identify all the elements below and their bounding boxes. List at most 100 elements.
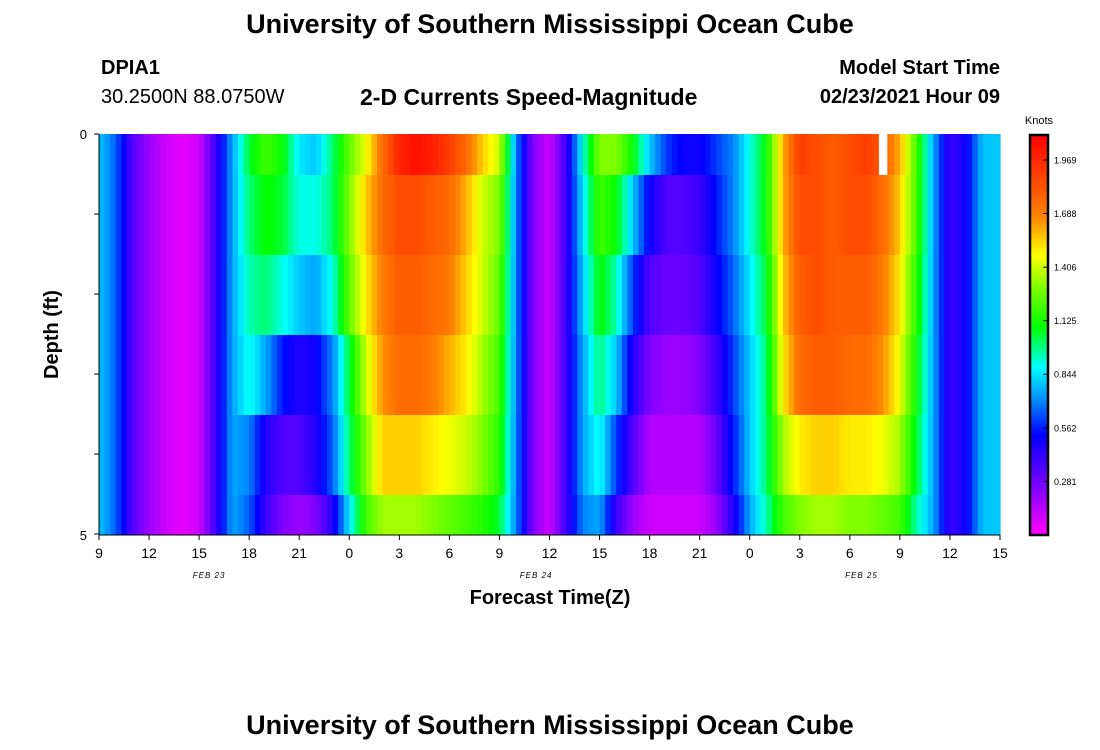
heatmap-cell bbox=[171, 335, 178, 415]
heatmap-cell bbox=[866, 415, 873, 495]
heatmap-cell bbox=[165, 175, 172, 255]
heatmap-cell bbox=[432, 335, 439, 415]
heatmap-cell bbox=[399, 495, 406, 535]
x-tick-label: 6 bbox=[445, 545, 453, 561]
heatmap-cell bbox=[171, 495, 178, 535]
heatmap-cell bbox=[332, 255, 339, 335]
model-start-label: Model Start Time bbox=[839, 57, 1000, 79]
heatmap-cell bbox=[438, 335, 445, 415]
heatmap-cell bbox=[599, 335, 606, 415]
heatmap-cell bbox=[733, 255, 740, 335]
heatmap-cell bbox=[477, 134, 484, 175]
heatmap-cell bbox=[794, 415, 801, 495]
heatmap-cell bbox=[243, 255, 250, 335]
heatmap-cell bbox=[204, 134, 211, 175]
heatmap-cell bbox=[660, 335, 667, 415]
x-tick-label: 9 bbox=[896, 545, 904, 561]
heatmap-cell bbox=[710, 495, 717, 535]
heatmap-cell bbox=[499, 415, 506, 495]
heatmap-cell bbox=[605, 335, 612, 415]
heatmap-cell bbox=[849, 495, 856, 535]
heatmap-cell bbox=[977, 495, 984, 535]
heatmap-cell bbox=[922, 175, 929, 255]
heatmap-cell bbox=[749, 335, 756, 415]
heatmap-cell bbox=[505, 134, 512, 175]
heatmap-cell bbox=[221, 415, 228, 495]
heatmap-cell bbox=[315, 175, 323, 255]
heatmap-cell bbox=[137, 175, 145, 255]
heatmap-cell bbox=[794, 495, 801, 535]
heatmap-cell bbox=[872, 415, 879, 495]
heatmap-cell bbox=[944, 255, 951, 335]
heatmap-cell bbox=[716, 134, 723, 175]
heatmap-cell bbox=[427, 495, 434, 535]
heatmap-cell bbox=[137, 495, 145, 535]
heatmap-cell bbox=[710, 415, 717, 495]
heatmap-cell bbox=[816, 415, 823, 495]
heatmap-cell bbox=[783, 255, 790, 335]
heatmap-cell bbox=[760, 255, 768, 335]
heatmap-cell bbox=[555, 175, 562, 255]
x-axis-label: Forecast Time(Z) bbox=[470, 587, 631, 609]
heatmap-cell bbox=[721, 134, 729, 175]
heatmap-cell bbox=[911, 415, 918, 495]
heatmap-cell bbox=[493, 134, 501, 175]
heatmap-cell bbox=[193, 175, 200, 255]
heatmap-cell bbox=[644, 415, 651, 495]
heatmap-cell bbox=[388, 134, 395, 175]
heatmap-cell bbox=[682, 134, 690, 175]
heatmap-cell bbox=[410, 134, 417, 175]
heatmap-cell bbox=[933, 495, 940, 535]
heatmap-cell bbox=[883, 255, 890, 335]
heatmap-cell bbox=[182, 495, 189, 535]
heatmap-cell bbox=[849, 134, 856, 175]
heatmap-cell bbox=[115, 134, 122, 175]
heatmap-cell bbox=[538, 255, 545, 335]
heatmap-cell bbox=[276, 134, 284, 175]
heatmap-cell bbox=[421, 134, 428, 175]
heatmap-cell bbox=[143, 175, 150, 255]
heatmap-cell bbox=[938, 335, 945, 415]
heatmap-cell bbox=[171, 175, 178, 255]
heatmap-cell bbox=[666, 134, 673, 175]
chart-title: 2-D Currents Speed-Magnitude bbox=[360, 84, 698, 110]
heatmap-cell bbox=[944, 415, 951, 495]
heatmap-cell bbox=[382, 415, 389, 495]
x-tick-label: 3 bbox=[395, 545, 403, 561]
heatmap-cell bbox=[822, 255, 829, 335]
heatmap-cell bbox=[949, 335, 957, 415]
heatmap-cell bbox=[516, 335, 523, 415]
station-name: DPIA1 bbox=[101, 57, 160, 79]
heatmap-cell bbox=[377, 495, 384, 535]
heatmap-cell bbox=[849, 175, 856, 255]
heatmap-cell bbox=[460, 175, 467, 255]
heatmap-cell bbox=[449, 415, 456, 495]
model-start-value: 02/23/2021 Hour 09 bbox=[819, 86, 1000, 108]
heatmap-cell bbox=[293, 415, 300, 495]
heatmap-cell bbox=[705, 415, 712, 495]
heatmap-cell bbox=[677, 415, 684, 495]
heatmap-cell bbox=[365, 335, 373, 415]
heatmap-cell bbox=[677, 495, 684, 535]
heatmap-cell bbox=[221, 335, 228, 415]
heatmap-cell bbox=[555, 495, 562, 535]
heatmap-cell bbox=[666, 255, 673, 335]
heatmap-cell bbox=[905, 175, 912, 255]
heatmap-cell bbox=[894, 255, 901, 335]
heatmap-cell bbox=[187, 335, 195, 415]
heatmap-cell bbox=[844, 255, 851, 335]
heatmap-cell bbox=[649, 415, 656, 495]
heatmap-cell bbox=[199, 175, 206, 255]
heatmap-cell bbox=[610, 175, 617, 255]
heatmap-cell bbox=[560, 255, 567, 335]
heatmap-cell bbox=[99, 255, 106, 335]
heatmap-cell bbox=[410, 335, 417, 415]
heatmap-cell bbox=[738, 415, 745, 495]
heatmap-cell bbox=[911, 495, 918, 535]
heatmap-cell bbox=[449, 255, 456, 335]
heatmap-cell bbox=[783, 335, 790, 415]
heatmap-cell bbox=[349, 134, 356, 175]
heatmap-cell bbox=[883, 175, 890, 255]
heatmap-cell bbox=[894, 415, 901, 495]
heatmap-cell bbox=[771, 335, 779, 415]
